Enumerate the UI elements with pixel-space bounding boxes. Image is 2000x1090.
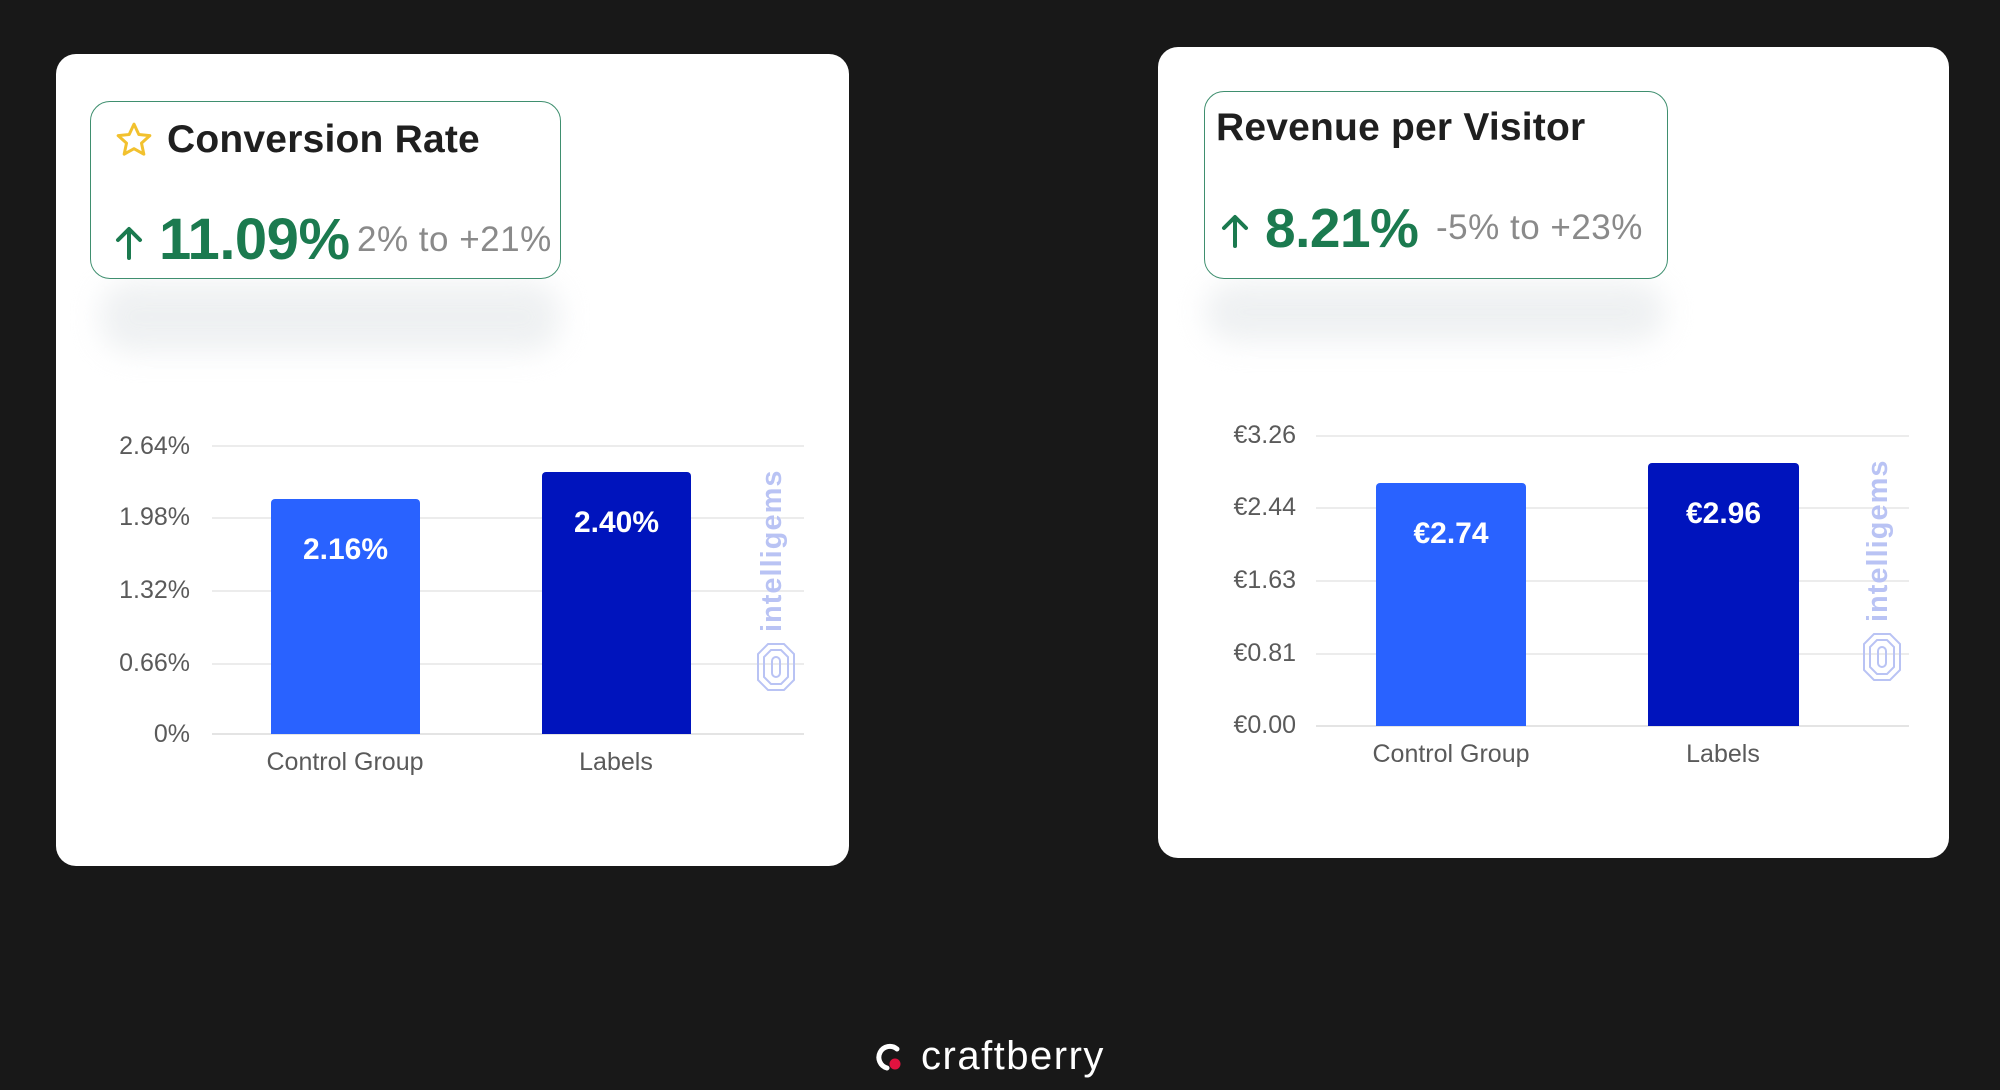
grid-line [212,517,804,519]
bar-control-group[interactable]: €2.74 [1376,483,1526,726]
grid-line [212,663,804,665]
grid-line [1316,507,1909,509]
y-tick-label: €2.44 [1233,493,1296,521]
grid-line [212,445,804,447]
y-tick-label: 2.64% [119,432,190,460]
y-tick-label: €0.00 [1233,711,1296,739]
x-axis-baseline [212,733,804,735]
bar-value-label: 2.40% [573,506,660,539]
y-tick-label: 0.66% [119,649,190,677]
x-category-label: Control Group [1372,740,1530,768]
bar-value-label: €2.74 [1413,517,1489,550]
star-icon [116,122,152,156]
y-tick-label: €0.81 [1233,639,1296,667]
kpi-box-shadow [100,282,560,352]
craftberry-logo: craftberry [873,1036,1105,1076]
x-category-label: Labels [579,748,653,776]
grid-line [1316,435,1909,437]
revenue-per-visitor-kpi-box: Revenue per Visitor 8.21% -5% to +23% [1204,91,1668,279]
kpi-title: Conversion Rate [167,118,480,161]
craftberry-logo-icon [876,1043,901,1071]
intelligems-watermark: intelligems [752,470,812,700]
kpi-lift-value: 11.09% [159,207,350,272]
intelligems-logo-icon [1863,633,1901,681]
kpi-box-shadow [1205,282,1665,342]
kpi-title: Revenue per Visitor [1216,106,1586,149]
y-tick-label: 1.32% [119,576,190,604]
bar-value-label: 2.16% [302,533,389,566]
grid-line [1316,580,1909,582]
grid-line [1316,653,1909,655]
kpi-confidence-range: -5% to +23% [1436,208,1643,247]
x-axis-baseline [1316,725,1909,727]
y-tick-label: €3.26 [1233,421,1296,449]
grid-line [212,590,804,592]
bar-control-group[interactable]: 2.16% [271,499,420,734]
intelligems-watermark: intelligems [1858,460,1918,690]
x-category-label: Control Group [266,748,424,776]
y-tick-label: 0% [153,720,190,748]
bar-labels-variant[interactable]: €2.96 [1648,463,1799,726]
conversion-rate-kpi-box: Conversion Rate 11.09% 2% to +21% [90,101,561,279]
y-tick-label: 1.98% [119,503,190,531]
arrow-up-icon [1222,215,1248,248]
bar-labels-variant[interactable]: 2.40% [542,472,691,734]
kpi-lift-value: 8.21% [1265,197,1419,259]
intelligems-logo-icon [757,643,795,691]
bar-value-label: €2.96 [1685,497,1762,530]
arrow-up-icon [116,227,142,260]
brand-name: craftberry [921,1034,1105,1078]
x-category-label: Labels [1686,740,1760,768]
y-tick-label: €1.63 [1233,566,1296,594]
kpi-confidence-range: 2% to +21% [357,220,552,259]
